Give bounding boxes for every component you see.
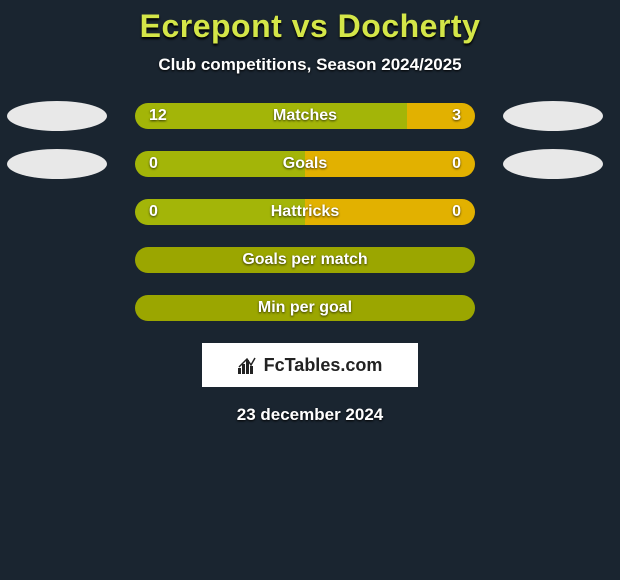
avatar-spacer <box>7 245 107 275</box>
avatar-spacer <box>7 197 107 227</box>
player-avatar-left <box>7 101 107 131</box>
bars-icon <box>238 356 260 374</box>
bar-label: Goals <box>135 151 475 177</box>
stat-bar: 0Goals0 <box>135 151 475 177</box>
date-label: 23 december 2024 <box>0 405 620 425</box>
stat-rows: 12Matches30Goals00Hattricks0Goals per ma… <box>0 103 620 321</box>
bar-value-right: 0 <box>452 199 461 225</box>
avatar-spacer <box>503 197 603 227</box>
player-avatar-right <box>503 101 603 131</box>
page-title: Ecrepont vs Docherty <box>0 8 620 45</box>
stat-bar: Min per goal <box>135 295 475 321</box>
stat-row: 0Goals0 <box>0 151 620 177</box>
subtitle: Club competitions, Season 2024/2025 <box>0 55 620 75</box>
bar-label: Goals per match <box>135 247 475 273</box>
bar-label: Hattricks <box>135 199 475 225</box>
comparison-card: Ecrepont vs Docherty Club competitions, … <box>0 0 620 425</box>
stat-bar: 0Hattricks0 <box>135 199 475 225</box>
avatar-spacer <box>7 293 107 323</box>
stat-row: Min per goal <box>0 295 620 321</box>
logo: FcTables.com <box>238 355 383 376</box>
bar-value-right: 0 <box>452 151 461 177</box>
player-avatar-right <box>503 149 603 179</box>
stat-bar: Goals per match <box>135 247 475 273</box>
avatar-spacer <box>503 293 603 323</box>
stat-row: 0Hattricks0 <box>0 199 620 225</box>
logo-text: FcTables.com <box>264 355 383 376</box>
bar-label: Min per goal <box>135 295 475 321</box>
logo-box[interactable]: FcTables.com <box>202 343 418 387</box>
stat-row: 12Matches3 <box>0 103 620 129</box>
stat-row: Goals per match <box>0 247 620 273</box>
stat-bar: 12Matches3 <box>135 103 475 129</box>
bar-label: Matches <box>135 103 475 129</box>
player-avatar-left <box>7 149 107 179</box>
bar-value-right: 3 <box>452 103 461 129</box>
avatar-spacer <box>503 245 603 275</box>
